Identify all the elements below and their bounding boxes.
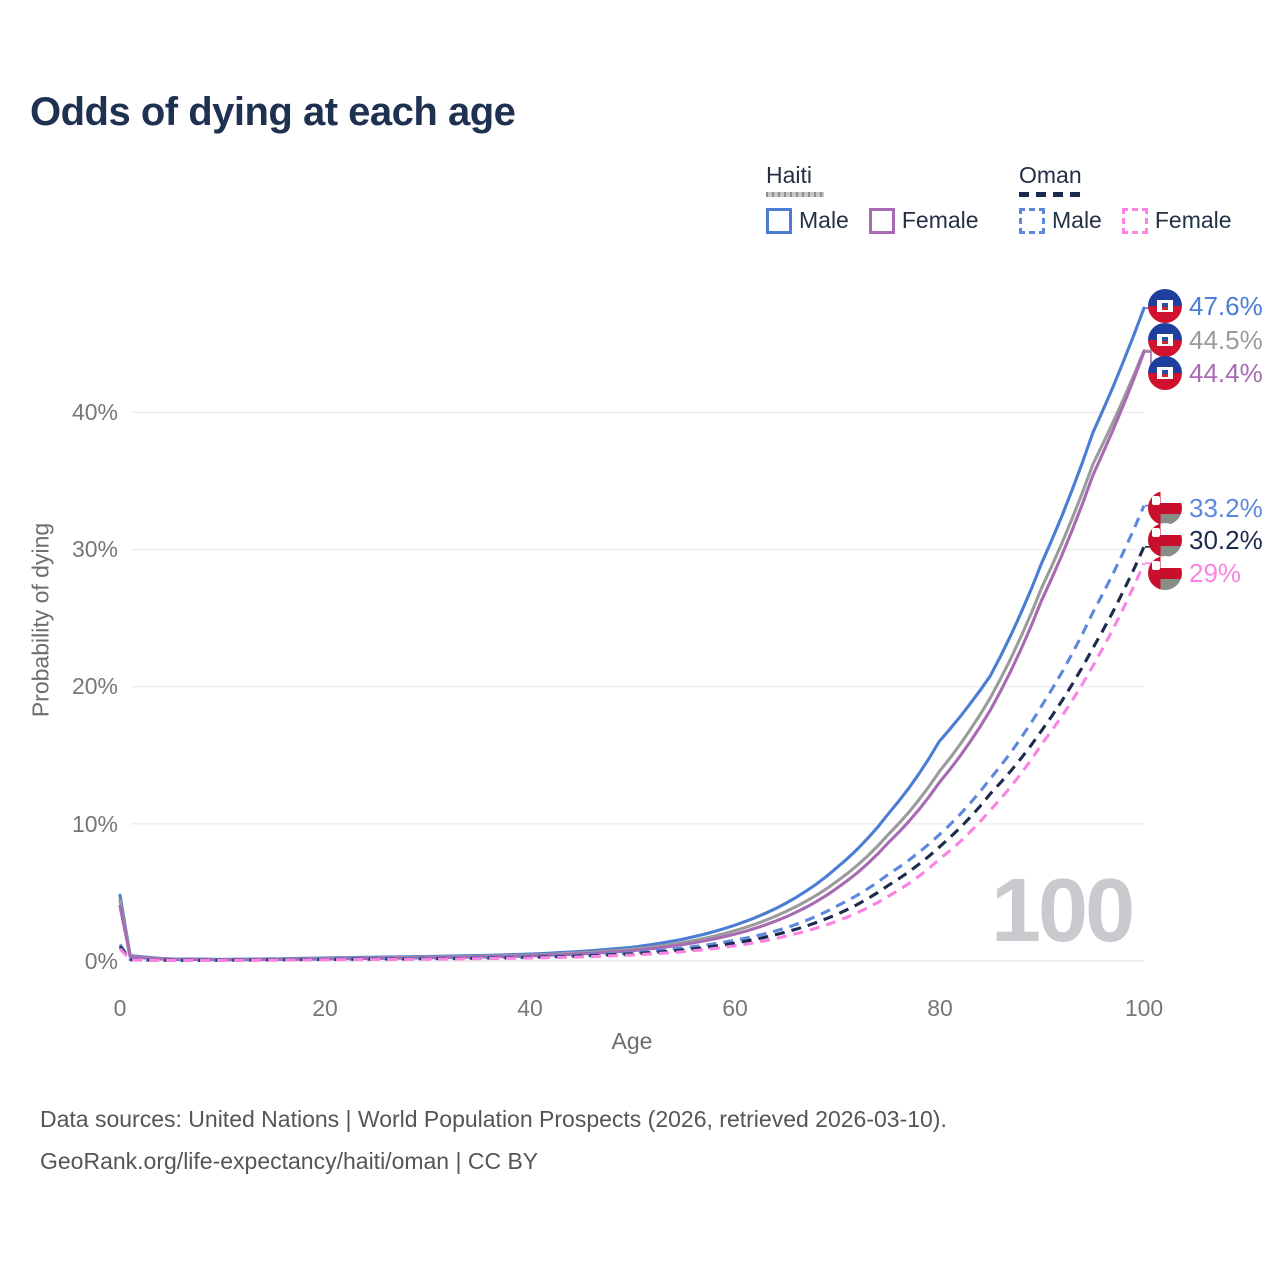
- y-tick: 40%: [71, 399, 118, 425]
- legend-swatch-haiti-female[interactable]: [868, 207, 895, 234]
- y-tick: 30%: [71, 536, 118, 562]
- x-tick: 100: [1124, 995, 1164, 1021]
- end-value: 44.5%: [1189, 325, 1263, 355]
- end-value: 33.2%: [1189, 493, 1263, 523]
- oman-line-style-swatch-icon: [1019, 192, 1085, 197]
- legend-label-haiti-female[interactable]: Female: [901, 207, 979, 233]
- series-line: [118, 562, 1146, 963]
- end-label-haiti-total: 44.5%: [1148, 323, 1263, 357]
- x-tick: 40: [517, 995, 543, 1021]
- end-label-oman-total: 30.2%: [1148, 523, 1263, 557]
- oman-flag-icon: [1148, 491, 1182, 525]
- x-tick: 80: [927, 995, 953, 1021]
- end-value: 30.2%: [1189, 525, 1263, 555]
- x-tick: 60: [722, 995, 748, 1021]
- age-cursor-watermark: 100: [991, 861, 1135, 961]
- x-axis-title: Age: [611, 1028, 653, 1054]
- legend-swatch-haiti-male[interactable]: [766, 207, 792, 234]
- y-axis-title: Probability of dying: [27, 522, 54, 718]
- x-tick: 0: [113, 995, 127, 1021]
- footer: Data sources: United Nations | World Pop…: [40, 1106, 947, 1190]
- end-label-oman-female: 29%: [1148, 556, 1241, 590]
- legend-swatch-oman-male[interactable]: [1019, 207, 1045, 234]
- haiti-line-style-swatch-icon: [766, 192, 824, 197]
- x-tick: 20: [312, 995, 338, 1021]
- y-tick: 20%: [71, 673, 118, 699]
- y-tick: 10%: [71, 811, 118, 837]
- oman-flag-icon: [1148, 556, 1182, 590]
- oman-flag-icon: [1148, 523, 1182, 557]
- legend-label-haiti-male[interactable]: Male: [799, 207, 849, 233]
- end-label-haiti-female: 44.4%: [1148, 356, 1263, 390]
- end-value: 44.4%: [1189, 358, 1263, 388]
- attribution-line: GeoRank.org/life-expectancy/haiti/oman |…: [40, 1148, 539, 1174]
- legend-label-oman-female[interactable]: Female: [1154, 207, 1232, 233]
- y-tick: 0%: [84, 948, 118, 974]
- end-label-oman-male: 33.2%: [1148, 491, 1263, 525]
- legend-country-oman[interactable]: Oman: [1019, 162, 1082, 188]
- end-value: 29%: [1189, 558, 1242, 588]
- end-value: 47.6%: [1189, 291, 1263, 321]
- page-title: Odds of dying at each age: [30, 90, 516, 134]
- data-sources-line: Data sources: United Nations | World Pop…: [40, 1106, 947, 1132]
- legend-label-oman-male[interactable]: Male: [1052, 207, 1102, 233]
- legend-group-haiti: Haiti Male Female: [766, 162, 999, 234]
- haiti-flag-icon: [1148, 289, 1182, 323]
- end-label-haiti-male: 47.6%: [1148, 289, 1263, 323]
- haiti-flag-icon: [1148, 356, 1182, 390]
- legend-country-haiti[interactable]: Haiti: [766, 162, 813, 188]
- haiti-flag-icon: [1148, 323, 1182, 357]
- legend-group-oman: Oman Male Female: [1019, 162, 1252, 234]
- legend-swatch-oman-female[interactable]: [1121, 207, 1148, 234]
